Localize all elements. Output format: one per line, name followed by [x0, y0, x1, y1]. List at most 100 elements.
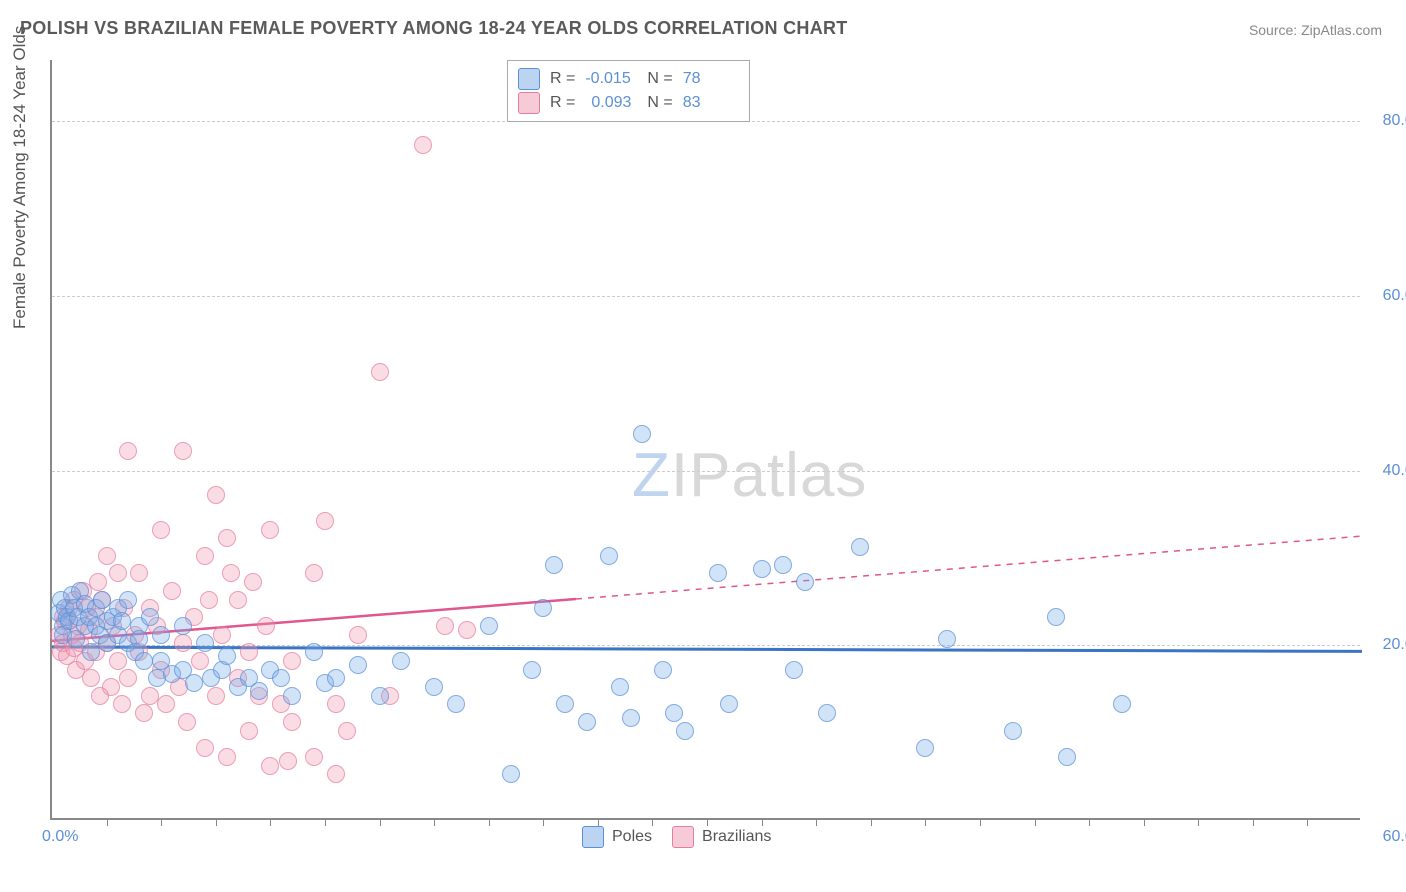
x-tick	[161, 818, 162, 826]
trend-lines	[52, 60, 1360, 818]
x-tick	[980, 818, 981, 826]
x-tick	[598, 818, 599, 826]
data-point	[119, 591, 137, 609]
data-point	[119, 669, 137, 687]
data-point	[283, 713, 301, 731]
r-value-poles: -0.015	[585, 67, 637, 91]
x-tick	[325, 818, 326, 826]
data-point	[135, 652, 153, 670]
data-point	[502, 765, 520, 783]
data-point	[218, 529, 236, 547]
data-point	[283, 687, 301, 705]
data-point	[102, 678, 120, 696]
r-label: R =	[550, 67, 575, 91]
data-point	[98, 547, 116, 565]
n-label: N =	[647, 91, 672, 115]
data-point	[316, 512, 334, 530]
stats-row-poles: R = -0.015 N = 78	[518, 67, 735, 91]
data-point	[196, 739, 214, 757]
chart-title: POLISH VS BRAZILIAN FEMALE POVERTY AMONG…	[20, 18, 848, 39]
data-point	[305, 748, 323, 766]
data-point	[447, 695, 465, 713]
data-point	[82, 669, 100, 687]
data-point	[261, 757, 279, 775]
stats-legend-box: R = -0.015 N = 78 R = 0.093 N = 83	[507, 60, 750, 122]
data-point	[349, 656, 367, 674]
data-point	[261, 521, 279, 539]
data-point	[709, 564, 727, 582]
data-point	[633, 425, 651, 443]
r-label: R =	[550, 91, 575, 115]
swatch-brazilians-icon	[518, 92, 540, 114]
swatch-brazilians-icon	[672, 826, 694, 848]
data-point	[130, 564, 148, 582]
data-point	[1004, 722, 1022, 740]
x-tick	[652, 818, 653, 826]
data-point	[113, 695, 131, 713]
data-point	[796, 573, 814, 591]
data-point	[279, 752, 297, 770]
source-label: Source: ZipAtlas.com	[1249, 22, 1382, 38]
x-tick-min: 0.0%	[42, 828, 78, 846]
data-point	[191, 652, 209, 670]
data-point	[240, 643, 258, 661]
data-point	[163, 582, 181, 600]
data-point	[611, 678, 629, 696]
data-point	[244, 573, 262, 591]
data-point	[458, 621, 476, 639]
x-tick	[270, 818, 271, 826]
data-point	[207, 687, 225, 705]
data-point	[1058, 748, 1076, 766]
data-point	[218, 748, 236, 766]
x-tick	[543, 818, 544, 826]
data-point	[371, 687, 389, 705]
data-point	[135, 704, 153, 722]
data-point	[174, 617, 192, 635]
data-point	[109, 652, 127, 670]
x-tick	[107, 818, 108, 826]
data-point	[196, 547, 214, 565]
n-value-brazilians: 83	[683, 91, 735, 115]
data-point	[240, 722, 258, 740]
legend-item-poles: Poles	[582, 826, 652, 848]
x-tick	[1198, 818, 1199, 826]
legend-label-brazilians: Brazilians	[702, 828, 771, 846]
data-point	[785, 661, 803, 679]
swatch-poles-icon	[518, 68, 540, 90]
data-point	[327, 669, 345, 687]
x-tick	[1144, 818, 1145, 826]
data-point	[185, 674, 203, 692]
data-point	[109, 564, 127, 582]
data-point	[141, 608, 159, 626]
data-point	[119, 442, 137, 460]
data-point	[676, 722, 694, 740]
n-value-poles: 78	[683, 67, 735, 91]
gridline	[52, 296, 1360, 297]
data-point	[222, 564, 240, 582]
data-point	[480, 617, 498, 635]
data-point	[218, 647, 236, 665]
x-tick-max: 60.0%	[1383, 828, 1406, 846]
data-point	[534, 599, 552, 617]
x-tick	[1307, 818, 1308, 826]
data-point	[174, 442, 192, 460]
y-axis-label: Female Poverty Among 18-24 Year Olds	[10, 26, 30, 329]
x-tick	[380, 818, 381, 826]
data-point	[174, 634, 192, 652]
data-point	[89, 573, 107, 591]
data-point	[938, 630, 956, 648]
x-tick	[489, 818, 490, 826]
data-point	[130, 630, 148, 648]
data-point	[523, 661, 541, 679]
data-point	[556, 695, 574, 713]
data-point	[622, 709, 640, 727]
gridline	[52, 471, 1360, 472]
n-label: N =	[647, 67, 672, 91]
data-point	[774, 556, 792, 574]
legend-label-poles: Poles	[612, 828, 652, 846]
data-point	[414, 136, 432, 154]
data-point	[851, 538, 869, 556]
data-point	[213, 626, 231, 644]
data-point	[250, 682, 268, 700]
data-point	[229, 591, 247, 609]
